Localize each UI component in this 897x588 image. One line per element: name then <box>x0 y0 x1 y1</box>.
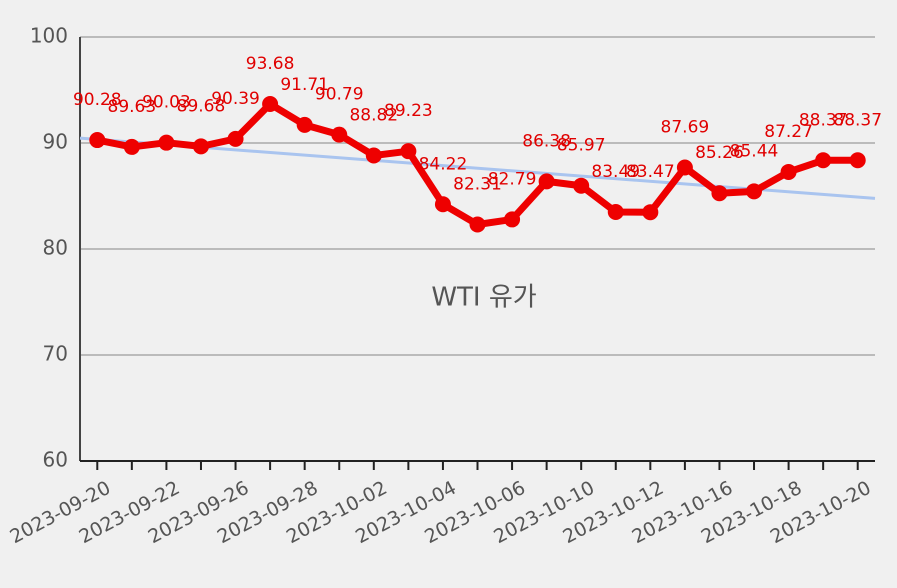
y-tick-label: 60 <box>43 448 68 472</box>
data-point <box>262 95 279 112</box>
data-label: 90.03 <box>142 93 191 113</box>
data-label: 89.23 <box>384 101 433 121</box>
y-tick-label: 100 <box>30 24 68 48</box>
data-point <box>780 163 797 180</box>
data-point <box>538 173 555 190</box>
data-label: 88.37 <box>833 110 882 130</box>
data-point <box>158 134 175 151</box>
data-point <box>746 183 763 200</box>
data-label: 85.97 <box>557 136 606 156</box>
data-label: 82.79 <box>488 169 537 189</box>
data-label: 91.71 <box>280 75 329 95</box>
data-label: 85.26 <box>695 143 744 163</box>
data-point <box>89 132 106 149</box>
data-label: 83.49 <box>591 162 640 182</box>
data-point <box>849 152 866 169</box>
y-tick-label: 90 <box>43 130 68 154</box>
data-label: 82.31 <box>453 175 502 195</box>
data-point <box>815 152 832 169</box>
data-label: 84.22 <box>419 154 468 174</box>
y-tick-label: 80 <box>43 236 68 260</box>
data-label: 93.68 <box>246 54 295 74</box>
data-point <box>676 159 693 176</box>
data-label: 88.37 <box>799 110 848 130</box>
data-label: 85.44 <box>730 141 779 161</box>
data-label: 90.39 <box>211 89 260 109</box>
data-label: 90.79 <box>315 85 364 105</box>
data-label: 89.68 <box>177 96 226 116</box>
data-point <box>123 138 140 155</box>
chart-title: WTI 유가 <box>431 283 536 313</box>
data-point <box>192 138 209 155</box>
data-point <box>296 116 313 133</box>
data-point <box>504 211 521 228</box>
data-label: 86.38 <box>522 131 571 151</box>
data-point <box>331 126 348 143</box>
data-point <box>227 130 244 147</box>
data-label: 87.27 <box>764 122 813 142</box>
data-point <box>642 204 659 221</box>
data-label: 87.69 <box>661 117 710 137</box>
data-label: 88.82 <box>349 106 398 126</box>
data-point <box>365 147 382 164</box>
data-point <box>400 143 417 160</box>
data-point <box>607 204 624 221</box>
data-label: 90.28 <box>73 90 122 110</box>
data-label: 83.47 <box>626 162 675 182</box>
data-line <box>96 100 858 229</box>
data-point <box>434 196 451 213</box>
data-label: 89.63 <box>108 97 157 117</box>
trend-line <box>79 136 876 200</box>
data-point <box>469 216 486 233</box>
data-point <box>573 177 590 194</box>
data-point <box>711 185 728 202</box>
y-tick-label: 70 <box>43 342 68 366</box>
